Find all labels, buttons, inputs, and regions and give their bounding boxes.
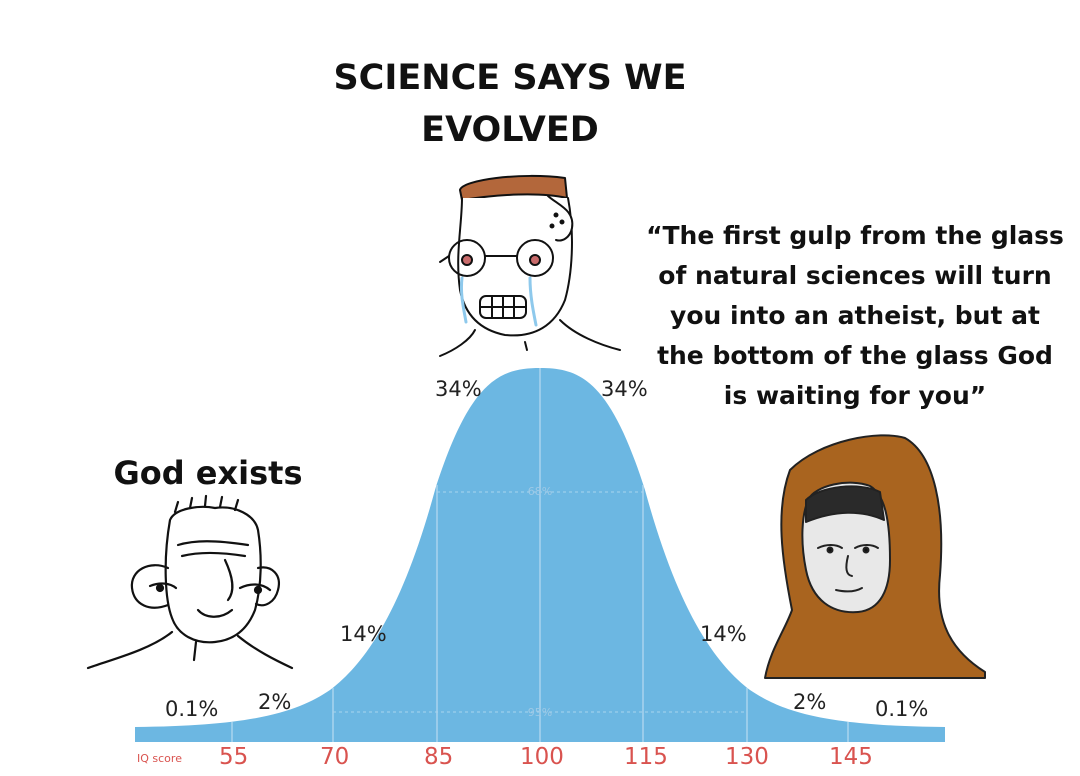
inner-label-95: 95% xyxy=(528,706,552,719)
percent-right-center: 34% xyxy=(601,377,648,401)
top-caption: SCIENCE SAYS WE EVOLVED xyxy=(333,58,687,150)
tick-115: 115 xyxy=(624,744,668,770)
percent-far-left: 0.1% xyxy=(165,697,219,721)
hooded-monk-wojak xyxy=(764,434,986,679)
percent-left-mid: 14% xyxy=(340,622,387,646)
axis-title: IQ score xyxy=(137,752,182,765)
crying-nerd-wojak xyxy=(439,174,621,357)
percent-right-tail: 2% xyxy=(793,690,827,714)
tick-145: 145 xyxy=(829,744,873,770)
sd-brackets xyxy=(333,491,747,713)
percent-right-mid: 14% xyxy=(700,622,747,646)
inner-label-68: 68% xyxy=(528,485,552,498)
right-caption: “The first gulp from the glass of natura… xyxy=(646,221,1064,410)
left-caption: God exists xyxy=(113,454,303,492)
tick-70: 70 xyxy=(320,744,350,770)
sd-lines xyxy=(231,368,849,742)
tick-55: 55 xyxy=(219,744,249,770)
tick-100: 100 xyxy=(520,744,564,770)
wojak-simple-face xyxy=(86,494,294,670)
percent-far-right: 0.1% xyxy=(875,697,929,721)
percent-left-center: 34% xyxy=(435,377,482,401)
tick-130: 130 xyxy=(725,744,769,770)
percent-left-tail: 2% xyxy=(258,690,292,714)
tick-85: 85 xyxy=(424,744,454,770)
